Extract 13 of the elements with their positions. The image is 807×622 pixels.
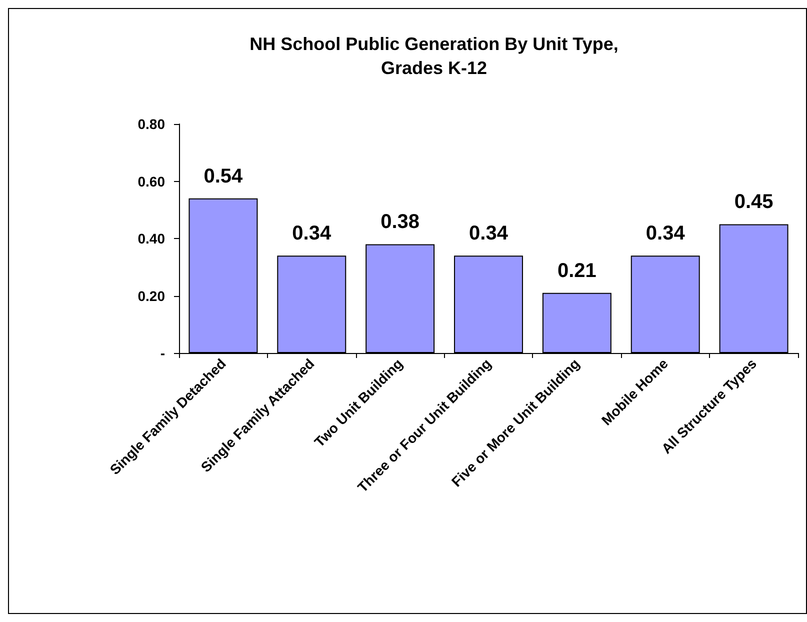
chart-title: NH School Public Generation By Unit Type, Grades K-12 xyxy=(250,34,618,78)
data-label: 0.21 xyxy=(557,260,596,282)
y-tick-label: - xyxy=(160,345,166,361)
data-label: 0.34 xyxy=(469,222,509,245)
data-label: 0.38 xyxy=(380,211,420,234)
y-tick-label: 0.60 xyxy=(138,173,166,190)
data-label: 0.45 xyxy=(734,191,774,214)
y-tick-label: 0.80 xyxy=(138,116,166,132)
y-tick-label: 0.40 xyxy=(138,230,166,246)
y-tick-label: 0.20 xyxy=(138,288,166,304)
data-label: 0.34 xyxy=(646,222,686,245)
data-label: 0.34 xyxy=(292,222,332,245)
data-label: 0.54 xyxy=(204,165,244,188)
